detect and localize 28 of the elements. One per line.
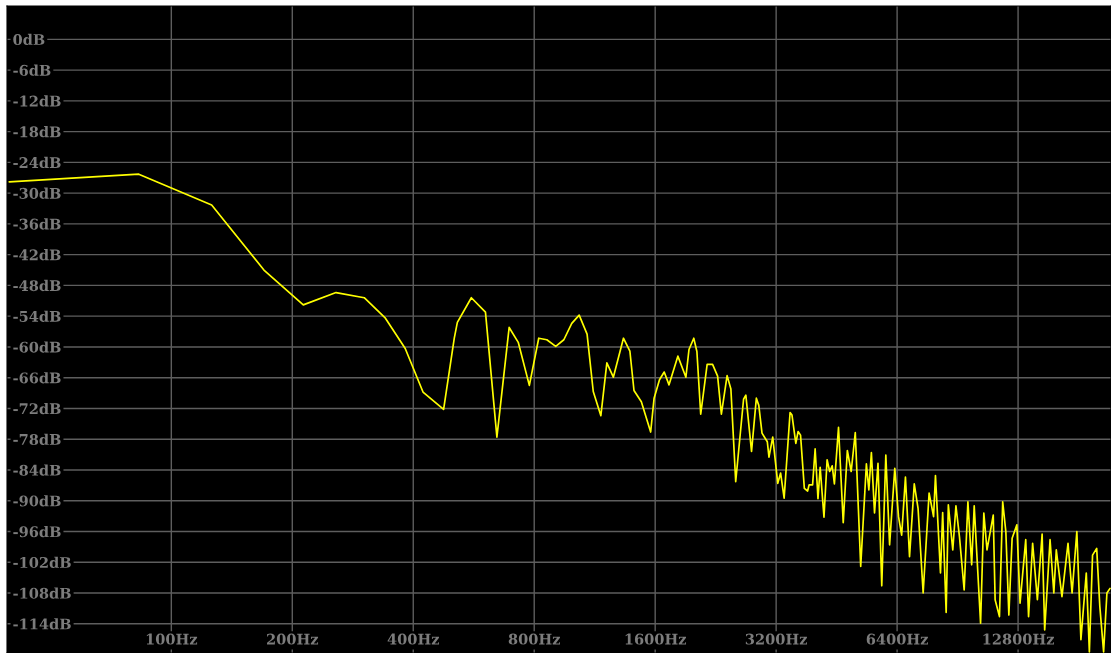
- y-tick-label: -36dB: [13, 218, 61, 230]
- y-tick-label: -54dB: [13, 310, 61, 322]
- y-tick-label: -66dB: [13, 372, 61, 384]
- x-tick-label: 12800Hz: [983, 633, 1054, 645]
- y-tick-label: -18dB: [13, 126, 61, 138]
- x-tick-label: 3200Hz: [745, 633, 807, 645]
- y-tick-label: -108dB: [13, 587, 71, 599]
- y-tick-label: -84dB: [13, 464, 61, 476]
- x-tick-label: 400Hz: [387, 633, 440, 645]
- y-tick-label: -42dB: [13, 249, 61, 261]
- x-tick-label: 1600Hz: [625, 633, 687, 645]
- y-tick-label: -30dB: [13, 187, 61, 199]
- y-tick-label: -90dB: [13, 495, 61, 507]
- y-tick-label: -24dB: [13, 156, 61, 169]
- y-tick-label: -78dB: [13, 433, 61, 445]
- x-tick-label: 200Hz: [267, 633, 319, 645]
- y-tick-label: -60dB: [13, 341, 61, 353]
- y-tick-label: -114dB: [13, 618, 71, 630]
- x-tick-label: 100Hz: [146, 633, 198, 645]
- y-tick-label: -72dB: [13, 402, 61, 415]
- y-tick-label: -6dB: [13, 64, 51, 76]
- y-tick-label: -12dB: [13, 95, 61, 107]
- y-tick-label: -96dB: [13, 525, 61, 538]
- y-tick-label: 0dB: [13, 33, 45, 46]
- x-tick-label: 800Hz: [508, 633, 560, 645]
- y-tick-label: -102dB: [13, 556, 71, 568]
- y-tick-label: -48dB: [13, 279, 61, 292]
- x-tick-label: 6400Hz: [866, 633, 928, 645]
